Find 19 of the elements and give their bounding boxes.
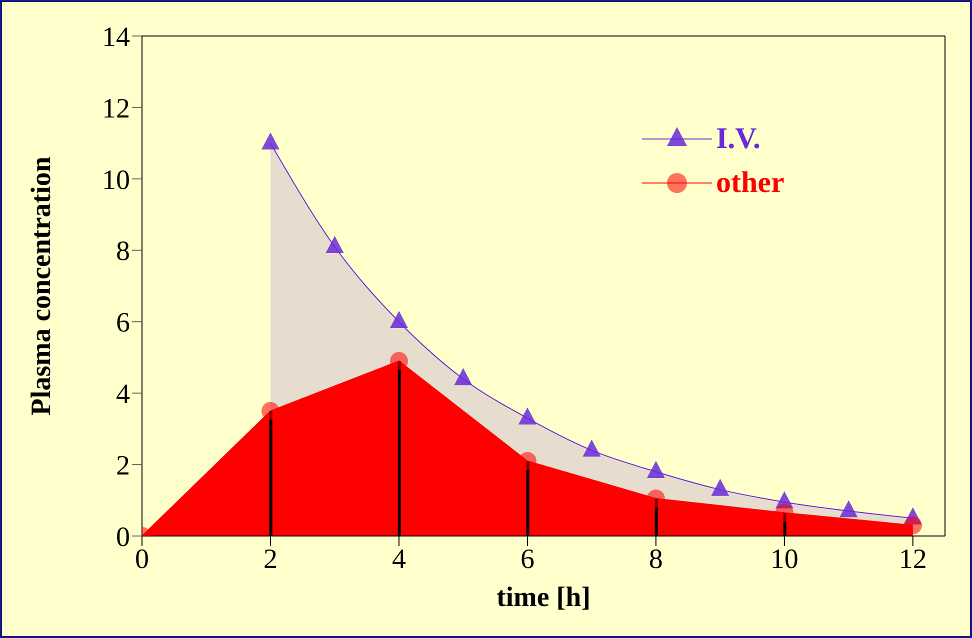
y-tick-label: 6 <box>116 308 130 339</box>
x-tick-label: 2 <box>263 544 278 575</box>
y-tick-label: 0 <box>116 522 130 553</box>
x-axis-title: time [h] <box>496 582 591 613</box>
x-tick-label: 6 <box>520 544 534 575</box>
legend-label: I.V. <box>716 122 760 156</box>
y-axis-title: Plasma concentration <box>26 156 57 416</box>
y-tick-label: 12 <box>102 93 130 124</box>
y-tick-label: 14 <box>102 22 130 53</box>
x-tick-label: 10 <box>770 544 798 575</box>
legend-label: other <box>716 166 784 200</box>
x-tick-label: 12 <box>898 544 927 575</box>
y-tick-label: 4 <box>116 379 130 410</box>
x-tick-label: 4 <box>392 544 406 575</box>
x-tick-label: 8 <box>648 544 663 575</box>
y-tick-label: 10 <box>102 164 130 196</box>
x-tick-label: 0 <box>135 544 149 575</box>
y-tick-label: 8 <box>116 236 130 268</box>
y-tick-label: 2 <box>116 450 130 482</box>
